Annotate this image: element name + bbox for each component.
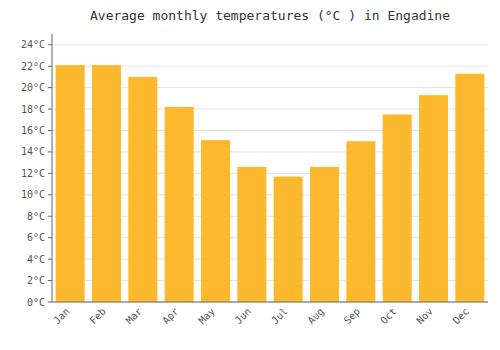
y-tick <box>48 259 52 260</box>
y-tick-label: 14°C <box>21 146 45 157</box>
y-tick-label: 6°C <box>27 232 45 243</box>
y-tick <box>48 216 52 217</box>
bars <box>56 65 485 302</box>
y-tick-label: 10°C <box>21 189 45 200</box>
y-tick <box>48 151 52 152</box>
x-tick-label: Aug <box>305 306 326 327</box>
y-tick-label: 0°C <box>27 297 45 308</box>
bar <box>419 95 448 302</box>
x-tick-label: Feb <box>87 306 108 327</box>
x-tick-label: Sep <box>342 306 363 327</box>
bar <box>56 65 85 302</box>
y-axis-line <box>52 34 53 302</box>
chart: 0°C 2°C 4°C 6°C 8°C 10°C 12°C 14°C 16°C 18°C 20°C 2… <box>0 0 500 350</box>
y-tick-label: 2°C <box>27 275 45 286</box>
y-tick-label: 4°C <box>27 254 45 265</box>
bar <box>310 167 339 302</box>
bar <box>346 141 375 302</box>
y-tick-label: 8°C <box>27 211 45 222</box>
y-tick <box>48 109 52 110</box>
bar <box>92 65 121 302</box>
y-tick-label: 16°C <box>21 125 45 136</box>
bar <box>455 74 484 302</box>
x-tick-label: Oct <box>378 306 399 327</box>
bar <box>165 107 194 302</box>
y-tick-label: 24°C <box>21 39 45 50</box>
chart-container: 0°C 2°C 4°C 6°C 8°C 10°C 12°C 14°C 16°C 18°C 20°C 2… <box>0 0 500 350</box>
grid-line <box>52 302 488 303</box>
bar <box>128 77 157 302</box>
y-tick <box>48 194 52 195</box>
y-tick-label: 12°C <box>21 168 45 179</box>
x-tick-label: Apr <box>160 306 181 327</box>
y-tick <box>48 87 52 88</box>
x-tick-label: Nov <box>414 306 435 327</box>
y-tick-label: 18°C <box>21 104 45 115</box>
title: Average monthly temperatures (°C ) in En… <box>90 8 450 23</box>
y-axis: 0°C 2°C 4°C 6°C 8°C 10°C 12°C 14°C 16°C 18°C 20°C 2… <box>21 39 52 307</box>
x-tick-label: Mar <box>124 306 145 327</box>
x-tick-label: May <box>196 306 217 327</box>
grid <box>52 45 488 302</box>
x-axis-line <box>52 302 488 303</box>
y-tick <box>48 173 52 174</box>
x-tick-label: Jan <box>51 306 72 327</box>
x-tick-label: Dec <box>451 306 472 327</box>
x-tick-label: Jun <box>233 306 254 327</box>
bar <box>383 114 412 302</box>
y-tick <box>48 44 52 45</box>
bar <box>274 177 303 302</box>
y-tick-label: 20°C <box>21 82 45 93</box>
y-tick <box>48 280 52 281</box>
bar <box>237 167 266 302</box>
y-tick <box>48 130 52 131</box>
x-tick-label: Jul <box>269 306 290 327</box>
x-axis: Jan Feb Mar Apr May Jun Jul Aug Sep Oct Nov Dec <box>51 306 471 327</box>
y-tick <box>48 237 52 238</box>
bar <box>201 140 230 302</box>
grid-line <box>52 44 488 45</box>
y-tick <box>48 66 52 67</box>
y-tick-label: 22°C <box>21 61 45 72</box>
y-tick <box>48 302 52 303</box>
